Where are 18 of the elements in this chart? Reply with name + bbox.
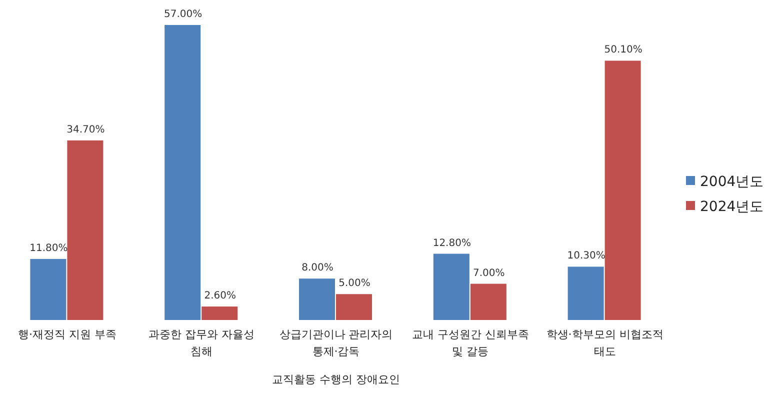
- data-label: 50.10%: [604, 44, 642, 56]
- x-tick-label: 상급기관이나 관리자의 통제·감독: [279, 328, 393, 358]
- data-label: 2.60%: [204, 290, 236, 302]
- legend-label: 2024년도: [700, 199, 764, 215]
- x-tick-label: 행·재정직 지원 부족: [18, 328, 116, 341]
- x-tick-label: 과중한 잡무와 자율성 침해: [148, 328, 255, 358]
- x-tick-label: 학생·학부모의 비협조적 태도: [546, 328, 664, 358]
- data-label: 7.00%: [473, 268, 505, 279]
- data-label: 11.80%: [30, 242, 68, 254]
- data-label: 5.00%: [338, 278, 370, 290]
- legend-label: 2004년도: [700, 174, 764, 190]
- data-label: 57.00%: [164, 9, 202, 20]
- x-axis-title: 교직활동 수행의 장애요인: [272, 373, 400, 386]
- data-label: 8.00%: [302, 262, 334, 274]
- data-label: 12.80%: [432, 238, 471, 249]
- data-label: 34.70%: [66, 124, 105, 136]
- data-label: 10.30%: [567, 250, 606, 262]
- x-tick-label: 교내 구성원간 신뢰부족 및 갈등: [412, 328, 529, 358]
